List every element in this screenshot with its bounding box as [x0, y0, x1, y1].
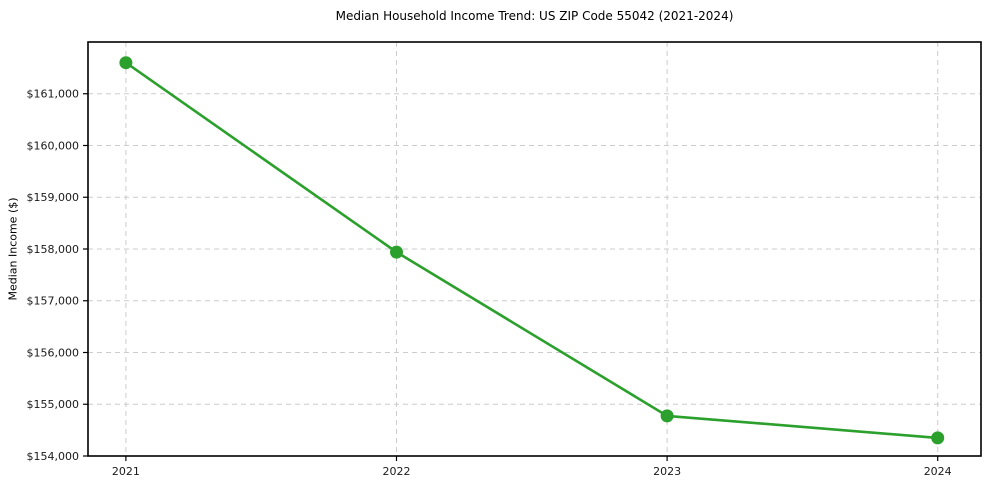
y-tick-label: $159,000 [27, 191, 80, 204]
data-point-marker [119, 56, 133, 70]
y-tick-label: $156,000 [27, 346, 80, 359]
y-tick-label: $158,000 [27, 243, 80, 256]
data-point-marker [390, 245, 403, 259]
y-tick-label: $155,000 [27, 398, 80, 411]
x-tick-label: 2024 [924, 465, 952, 478]
y-tick-label: $157,000 [27, 295, 80, 308]
x-tick-label: 2022 [382, 465, 410, 478]
y-tick-label: $154,000 [27, 450, 80, 463]
x-tick-label: 2023 [653, 465, 681, 478]
x-tick-label: 2021 [112, 465, 140, 478]
income-trend-line [124, 61, 940, 440]
y-tick-label: $160,000 [27, 139, 80, 152]
chart-title: Median Household Income Trend: US ZIP Co… [335, 9, 734, 23]
data-point-marker [660, 409, 674, 423]
y-tick-label: $161,000 [27, 88, 80, 101]
plot-border [87, 41, 982, 457]
data-point-marker [931, 431, 945, 445]
